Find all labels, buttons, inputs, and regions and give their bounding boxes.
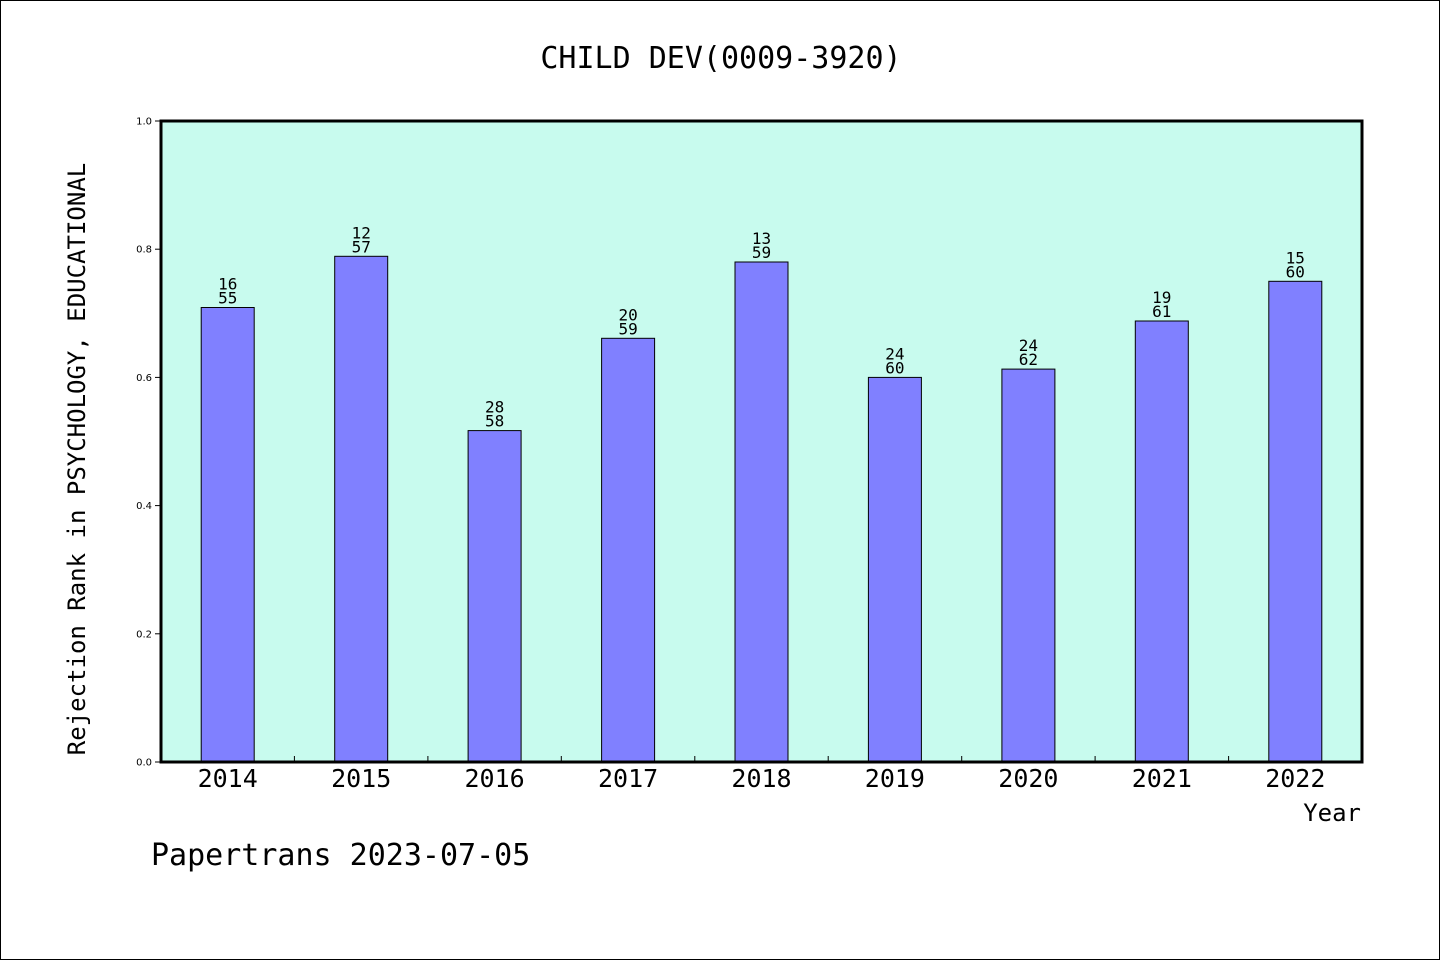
bar-2018	[734, 261, 789, 763]
bar-label-2015-2: 57	[352, 237, 371, 256]
x-tick-label-2017: 2017	[598, 764, 658, 793]
bar-label-2017-2: 59	[618, 319, 637, 338]
bar-label-2014-1: 16	[218, 275, 237, 294]
bar-label-2018-1: 13	[752, 229, 771, 248]
bar-label-2014-2: 55	[218, 289, 237, 308]
bar-2014	[200, 307, 255, 763]
x-tick-label-2016: 2016	[464, 764, 524, 793]
bar-label-2019-1: 24	[885, 344, 904, 363]
x-tick-label-2018: 2018	[731, 764, 791, 793]
y-tick-label-0.2: 0.2	[136, 629, 152, 640]
x-tick-label-2020: 2020	[998, 764, 1058, 793]
y-tick-label-0.0: 0.0	[136, 758, 152, 769]
bar-2022	[1268, 280, 1323, 763]
bar-label-2022-2: 60	[1286, 262, 1305, 281]
footer-text: Papertrans 2023-07-05	[151, 838, 530, 873]
bar-2015	[334, 255, 389, 763]
bar-label-2016-1: 28	[485, 398, 504, 417]
bar-label-2022-1: 15	[1286, 248, 1305, 267]
bar-2016	[467, 430, 522, 763]
bar-label-2021-1: 19	[1152, 288, 1171, 307]
bar-2020	[1001, 368, 1056, 763]
bar-label-2020-2: 62	[1019, 350, 1038, 369]
y-axis-label: Rejection Rank in PSYCHOLOGY, EDUCATIONA…	[63, 163, 91, 755]
bar-label-2016-2: 58	[485, 412, 504, 431]
x-tick-label-2015: 2015	[331, 764, 391, 793]
y-tick-label-0.6: 0.6	[136, 373, 152, 384]
y-tick-label-1.0: 1.0	[136, 117, 152, 128]
chart-title: CHILD DEV(0009-3920)	[540, 41, 901, 76]
bar-label-2017-1: 20	[618, 305, 637, 324]
bar-label-2021-2: 61	[1152, 302, 1171, 321]
x-tick-label-2021: 2021	[1132, 764, 1192, 793]
plot-border	[159, 119, 1364, 764]
x-axis: 2014 2015 2016 2017 2018 2019 2020 2021 2022	[198, 756, 1325, 793]
y-tick-label-0.4: 0.4	[136, 501, 152, 512]
y-axis: 0.0 0.2 0.4 0.6 0.8 1.0	[136, 117, 161, 769]
x-tick-label-2019: 2019	[865, 764, 925, 793]
y-tick-label-0.8: 0.8	[136, 245, 152, 256]
bar-2019	[867, 376, 922, 763]
bar-label-2020-1: 24	[1019, 336, 1038, 355]
bar-2017	[601, 337, 656, 763]
bar-label-2015-1: 12	[352, 223, 371, 242]
x-tick-label-2022: 2022	[1265, 764, 1325, 793]
x-axis-label: Year	[1303, 799, 1361, 827]
bar-label-2019-2: 60	[885, 358, 904, 377]
bar-label-2018-2: 59	[752, 243, 771, 262]
bars-group	[200, 255, 1323, 763]
bar-2021	[1134, 320, 1189, 763]
x-tick-label-2014: 2014	[198, 764, 258, 793]
